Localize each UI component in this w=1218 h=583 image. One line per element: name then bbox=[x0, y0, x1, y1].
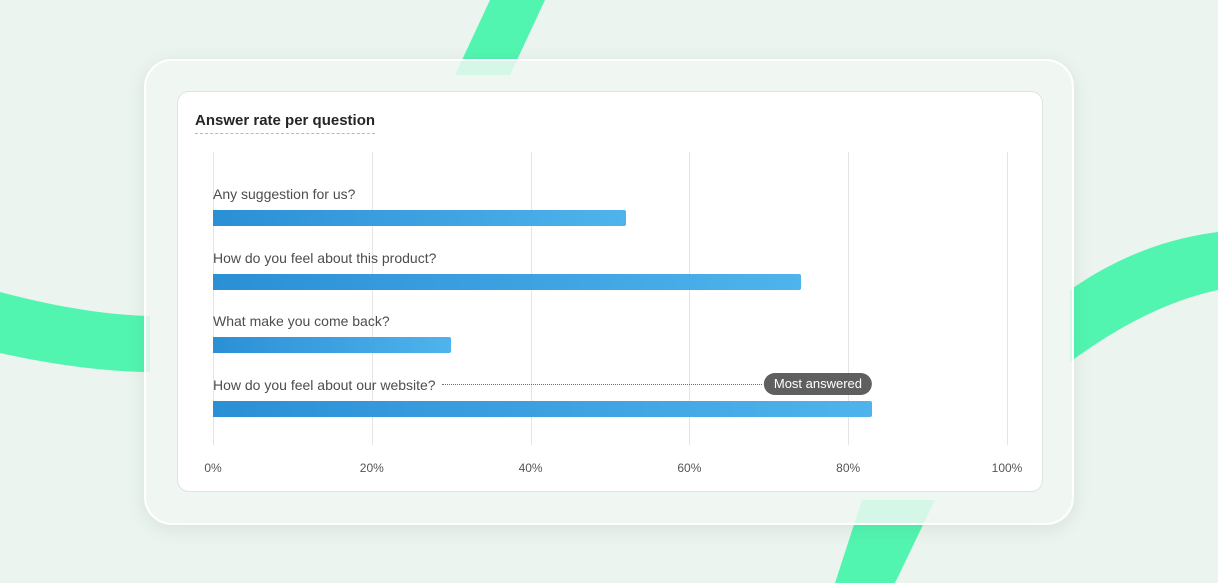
answer-rate-bar[interactable] bbox=[213, 401, 873, 418]
question-label: What make you come back? bbox=[213, 313, 390, 330]
x-tick-label: 20% bbox=[359, 461, 384, 475]
ribbon-right bbox=[1070, 232, 1218, 362]
answer-rate-bar[interactable] bbox=[213, 210, 626, 226]
x-tick-label: 0% bbox=[204, 461, 222, 475]
question-label: How do you feel about our website? bbox=[213, 377, 436, 394]
x-tick-label: 100% bbox=[991, 461, 1023, 475]
chart-card bbox=[177, 91, 1043, 492]
x-tick-label: 60% bbox=[677, 461, 702, 475]
gridline bbox=[1007, 152, 1008, 445]
chart-title: Answer rate per question bbox=[195, 112, 376, 134]
question-label: How do you feel about this product? bbox=[213, 249, 437, 266]
answer-rate-bar[interactable] bbox=[213, 273, 801, 290]
x-tick-label: 80% bbox=[836, 461, 861, 475]
gridline bbox=[371, 152, 373, 445]
gridline bbox=[848, 152, 850, 445]
gridline bbox=[530, 152, 532, 445]
leader-line bbox=[441, 384, 762, 385]
answer-rate-bar[interactable] bbox=[213, 337, 452, 354]
most-answered-badge: Most answered bbox=[763, 373, 873, 395]
question-label: Any suggestion for us? bbox=[213, 186, 356, 202]
ribbon-top bbox=[455, 0, 545, 75]
gridline bbox=[213, 152, 214, 445]
ribbon-left bbox=[0, 292, 150, 372]
gridline bbox=[689, 152, 691, 445]
x-tick-label: 40% bbox=[518, 461, 543, 475]
